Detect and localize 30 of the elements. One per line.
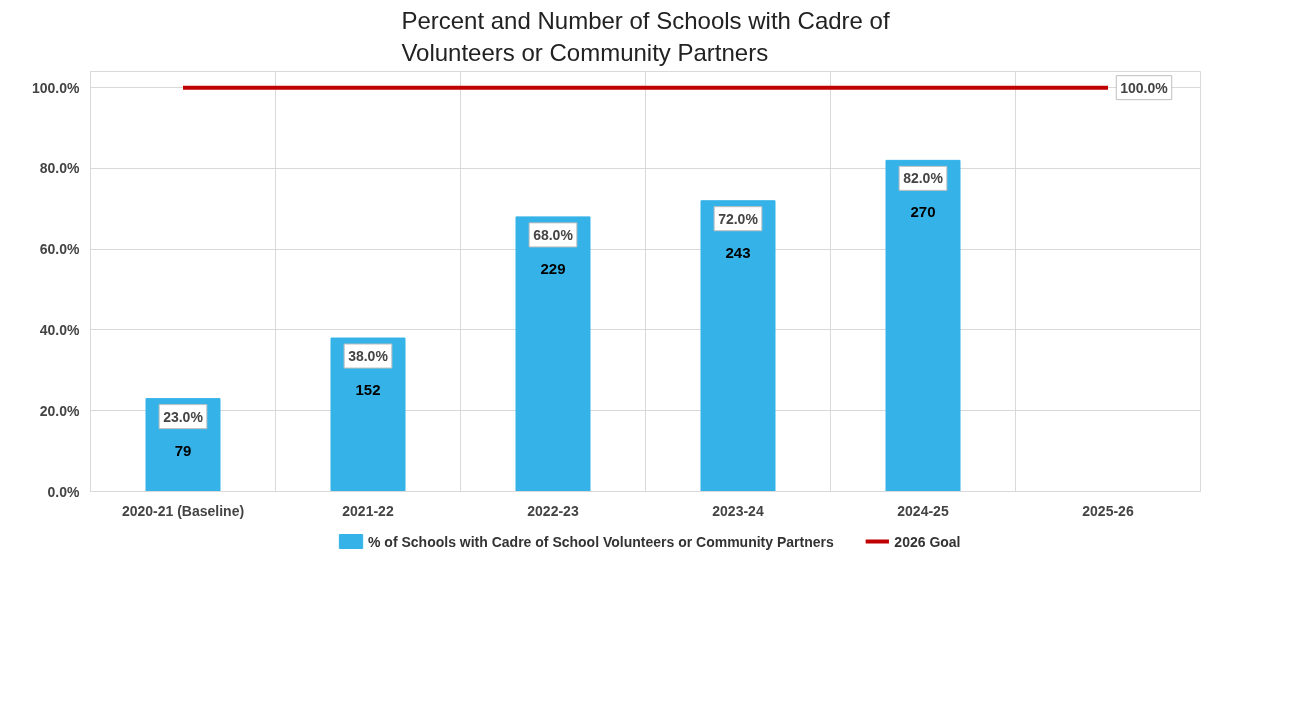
bar [885,159,961,492]
x-tick-label: 2023-24 [712,502,764,519]
chart-title: Percent and Number of Schools with Cadre of Volunteers or Community Partners [401,7,890,67]
x-tick-label: 2024-25 [897,502,949,519]
y-tick-label: 80.0% [39,160,81,177]
annotation: 79 [174,441,192,459]
data-label: 23.0% [163,408,204,425]
bar [515,216,591,492]
x-tick-label: 2020-21 (Baseline) [121,502,245,519]
annotation: 243 [725,243,751,261]
y-tick-label: 40.0% [39,321,81,338]
data-label: 38.0% [348,348,389,365]
x-tick-label: 2025-26 [1082,502,1134,519]
bar [700,200,776,492]
annotation: 270 [910,203,936,221]
legend-label: % of Schools with Cadre of School Volunteers or Community Partners [368,533,834,550]
data-label: 72.0% [718,210,759,227]
bar [330,337,406,492]
annotation: 229 [540,259,566,277]
annotation: 152 [355,381,381,399]
legend-label: 2026 Goal [894,533,961,550]
y-tick-label: 100.0% [32,79,81,96]
data-label: 100.0% [1120,79,1169,96]
y-tick-label: 20.0% [39,402,81,419]
y-tick-label: 60.0% [39,241,81,258]
data-label: 82.0% [903,170,944,187]
data-label: 68.0% [533,226,574,243]
x-tick-label: 2021-22 [342,502,394,519]
x-tick-label: 2022-23 [527,502,579,519]
y-tick-label: 0.0% [47,483,81,500]
